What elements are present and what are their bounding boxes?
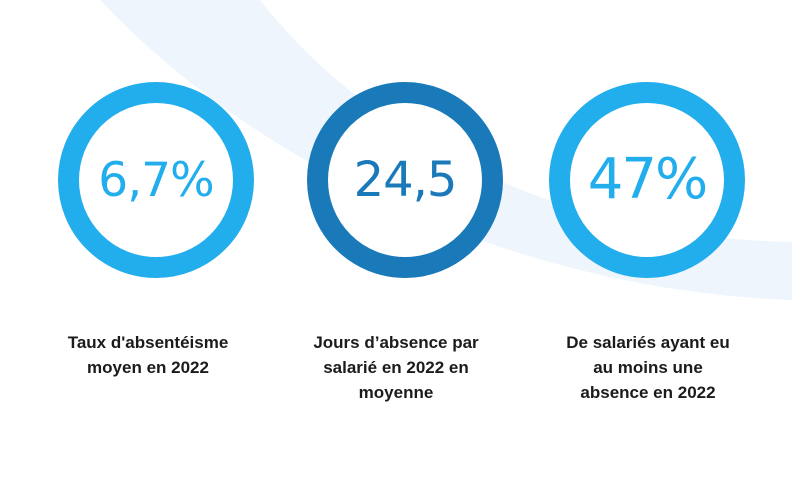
stat-caption-line: salarié en 2022 en (323, 358, 469, 377)
stat-ring: 24,5 (307, 82, 503, 278)
stat-absenteeism-rate: 6,7% Taux d'absentéisme moyen en 2022 (28, 0, 268, 487)
stat-value: 24,5 (353, 152, 458, 208)
stat-caption: Taux d'absentéisme moyen en 2022 (28, 330, 268, 380)
stat-caption: Jours d’absence par salarié en 2022 en m… (276, 330, 516, 405)
stat-absence-days: 24,5 Jours d’absence par salarié en 2022… (276, 0, 516, 487)
stat-value: 47% (587, 147, 708, 212)
stat-value: 6,7% (98, 152, 214, 208)
stat-ring: 47% (549, 82, 745, 278)
stat-caption-line: absence en 2022 (580, 383, 716, 402)
stat-caption-line: moyen en 2022 (87, 358, 209, 377)
stat-caption-line: au moins une (593, 358, 703, 377)
stat-caption-line: De salariés ayant eu (566, 333, 730, 352)
stat-caption-line: Taux d'absentéisme (67, 333, 229, 352)
stat-employees-with-absence: 47% De salariés ayant eu au moins une ab… (528, 0, 768, 487)
stat-ring: 6,7% (58, 82, 254, 278)
stat-caption: De salariés ayant eu au moins une absenc… (528, 330, 768, 405)
stat-caption-line: moyenne (358, 383, 434, 402)
stat-caption-line: Jours d’absence par (313, 333, 479, 352)
